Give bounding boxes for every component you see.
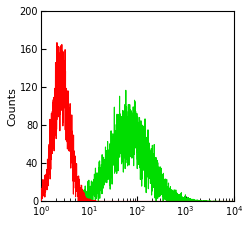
Y-axis label: Counts: Counts bbox=[7, 87, 17, 126]
